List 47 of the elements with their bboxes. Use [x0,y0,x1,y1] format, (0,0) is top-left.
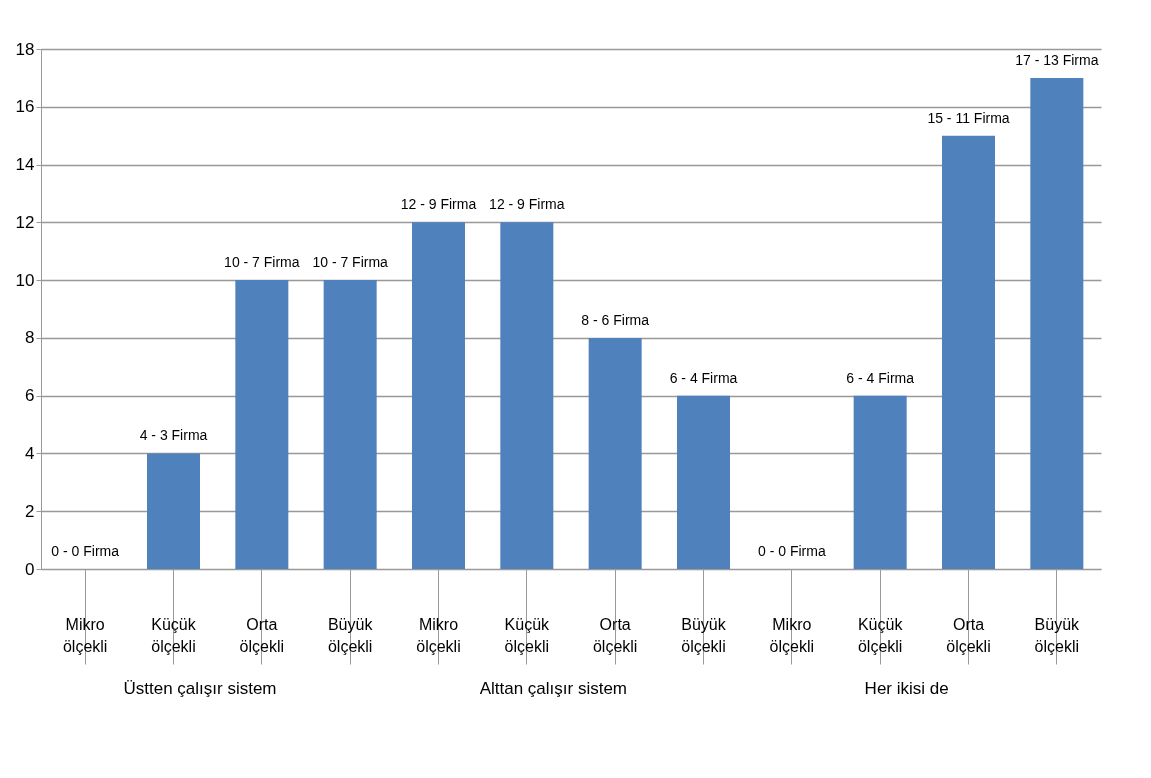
x-tick-label: Büyük ölçekli [681,615,727,655]
bar [147,453,200,569]
data-label: 17 - 13 Firma [1015,51,1099,68]
data-label: 0 - 0 Firma [51,543,120,559]
bar [323,280,377,569]
bar [235,280,289,569]
bar [1030,77,1084,569]
x-tick-label: Orta ölçekli [239,615,285,655]
y-tick-label: 18 [15,39,35,59]
data-label: 6 - 4 Firma [846,369,915,386]
bar [942,135,995,569]
data-label: 15 - 11 Firma [927,109,1010,126]
text: Alttan çalışır sistem [479,679,628,698]
y-tick-label: 14 [15,155,35,175]
data-label: 10 - 7 Firma [224,254,300,271]
y-tick-label: 6 [25,386,35,406]
bar [500,222,554,569]
data-label: 10 - 7 Firma [312,254,389,271]
x-tick-label: Büyük ölçekli [1034,615,1081,655]
y-tick-label: 12 [15,212,35,232]
x-tick-label: Küçük ölçekli [857,615,904,655]
x-tick-label: Mikro ölçekli [416,615,461,655]
bar [412,222,465,569]
text: Üstten çalışır sistem [123,679,277,698]
y-tick-label: 10 [15,270,35,290]
x-tick-label: Küçük ölçekli [151,615,197,655]
x-tick-label: Mikro ölçekli [62,615,108,655]
x-tick-label: Mikro ölçekli [769,615,815,655]
y-tick-label: 2 [25,501,35,521]
y-tick-label: 8 [25,328,35,348]
y-tick-label: 0 [25,559,35,579]
x-tick-label: Büyük ölçekli [327,615,374,655]
data-label: 8 - 6 Firma [581,311,650,328]
data-label: 12 - 9 Firma [489,196,565,213]
data-label: 12 - 9 Firma [400,196,477,213]
x-tick-label: Orta ölçekli [946,615,991,655]
data-label: 4 - 3 Firma [139,427,208,444]
data-label: 6 - 4 Firma [669,369,738,386]
text: Her ikisi de [864,679,949,698]
x-tick-label: Orta ölçekli [592,615,638,655]
y-tick-label: 16 [15,97,35,117]
bar [677,395,730,569]
bar [853,395,907,569]
x-tick-label: Küçük ölçekli [504,615,551,655]
bar [588,337,642,569]
y-tick-label: 4 [25,443,35,463]
data-label: 0 - 0 Firma [757,543,826,559]
